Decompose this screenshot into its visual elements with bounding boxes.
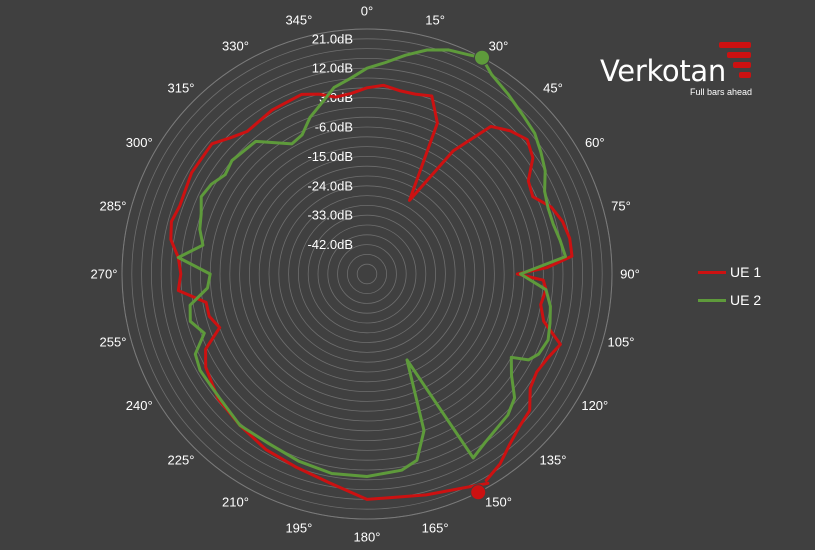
radial-tick-label: -15.0dB <box>307 149 353 164</box>
radial-tick-label: -24.0dB <box>307 178 353 193</box>
grid-ring <box>180 87 554 461</box>
grid-ring <box>258 165 476 383</box>
grid-ring <box>327 234 407 314</box>
grid-ring <box>209 116 525 432</box>
grid-ring <box>278 185 456 363</box>
angle-tick-label: 315° <box>168 81 195 96</box>
grid-ring <box>219 126 515 422</box>
angle-tick-label: 165° <box>422 521 449 536</box>
grid-ring <box>268 175 466 373</box>
series-layer <box>169 48 574 501</box>
legend: UE 1 UE 2 <box>698 258 761 314</box>
angle-tick-label: 90° <box>620 267 640 282</box>
angle-tick-label: 60° <box>585 135 605 150</box>
angle-tick-label: 255° <box>100 335 127 350</box>
grid-ring <box>229 136 505 412</box>
grid-ring <box>337 244 397 304</box>
grid-ring <box>199 106 535 442</box>
angle-tick-label: 210° <box>222 494 249 509</box>
radial-tick-labels: 21.0dB12.0dB3.0dB-6.0dB-15.0dB-24.0dB-33… <box>307 31 353 252</box>
angle-tick-label: 75° <box>611 198 631 213</box>
legend-item-ue1[interactable]: UE 1 <box>698 258 761 286</box>
legend-item-ue2[interactable]: UE 2 <box>698 286 761 314</box>
legend-swatch-ue1 <box>698 270 726 274</box>
angle-tick-label: 105° <box>608 335 635 350</box>
radial-tick-label: -42.0dB <box>307 237 353 252</box>
angle-tick-label: 240° <box>126 398 153 413</box>
logo-wordmark: Verkotan <box>600 54 726 88</box>
grid-ring <box>190 97 544 451</box>
angle-tick-label: 180° <box>354 530 381 545</box>
grid-ring <box>131 38 603 510</box>
radial-tick-label: 12.0dB <box>312 61 353 76</box>
radial-tick-label: -6.0dB <box>315 120 353 135</box>
radial-tick-label: 21.0dB <box>312 31 353 46</box>
grid-ring <box>307 214 427 334</box>
series-marker-ue1[interactable] <box>470 484 487 501</box>
outer-ring <box>121 28 613 520</box>
legend-swatch-ue2 <box>698 298 726 302</box>
angle-tick-label: 270° <box>91 267 118 282</box>
logo-tagline: Full bars ahead <box>690 87 753 97</box>
legend-label-ue1: UE 1 <box>730 264 762 280</box>
grid-ring <box>150 57 584 491</box>
grid-ring <box>356 263 378 285</box>
angle-tick-label: 285° <box>100 198 127 213</box>
series-line-ue2 <box>176 48 567 478</box>
grid-ring <box>239 146 495 402</box>
radial-tick-label: -33.0dB <box>307 208 353 223</box>
angle-tick-label: 0° <box>361 4 373 19</box>
angle-tick-label: 15° <box>425 13 445 28</box>
grid-ring <box>121 28 613 520</box>
angle-tick-label: 195° <box>285 521 312 536</box>
angle-tick-label: 135° <box>540 453 567 468</box>
angle-tick-label: 345° <box>285 13 312 28</box>
signal-bars-icon <box>719 42 751 78</box>
grid-ring <box>317 224 417 324</box>
brand-logo: Verkotan Full bars ahead <box>600 36 770 106</box>
angle-tick-label: 120° <box>581 398 608 413</box>
grid-ring <box>170 77 564 471</box>
angle-tick-label: 45° <box>543 81 563 96</box>
angle-tick-label: 30° <box>489 39 509 54</box>
series-marker-ue2[interactable] <box>474 49 490 66</box>
angle-tick-label: 330° <box>222 39 249 54</box>
grid-ring <box>346 253 387 294</box>
angle-tick-label: 150° <box>485 494 512 509</box>
legend-label-ue2: UE 2 <box>730 292 762 308</box>
radial-grid <box>121 28 613 520</box>
angle-tick-label: 300° <box>126 135 153 150</box>
grid-ring <box>248 155 485 392</box>
grid-ring <box>297 204 436 343</box>
angular-tick-labels: 0° 15° 30° 45° 60° 75° 90° 105° 120° 135° 150° 165°… <box>91 4 640 545</box>
grid-ring <box>288 195 446 353</box>
series-line-ue1 <box>169 83 574 501</box>
angle-tick-label: 225° <box>168 453 195 468</box>
